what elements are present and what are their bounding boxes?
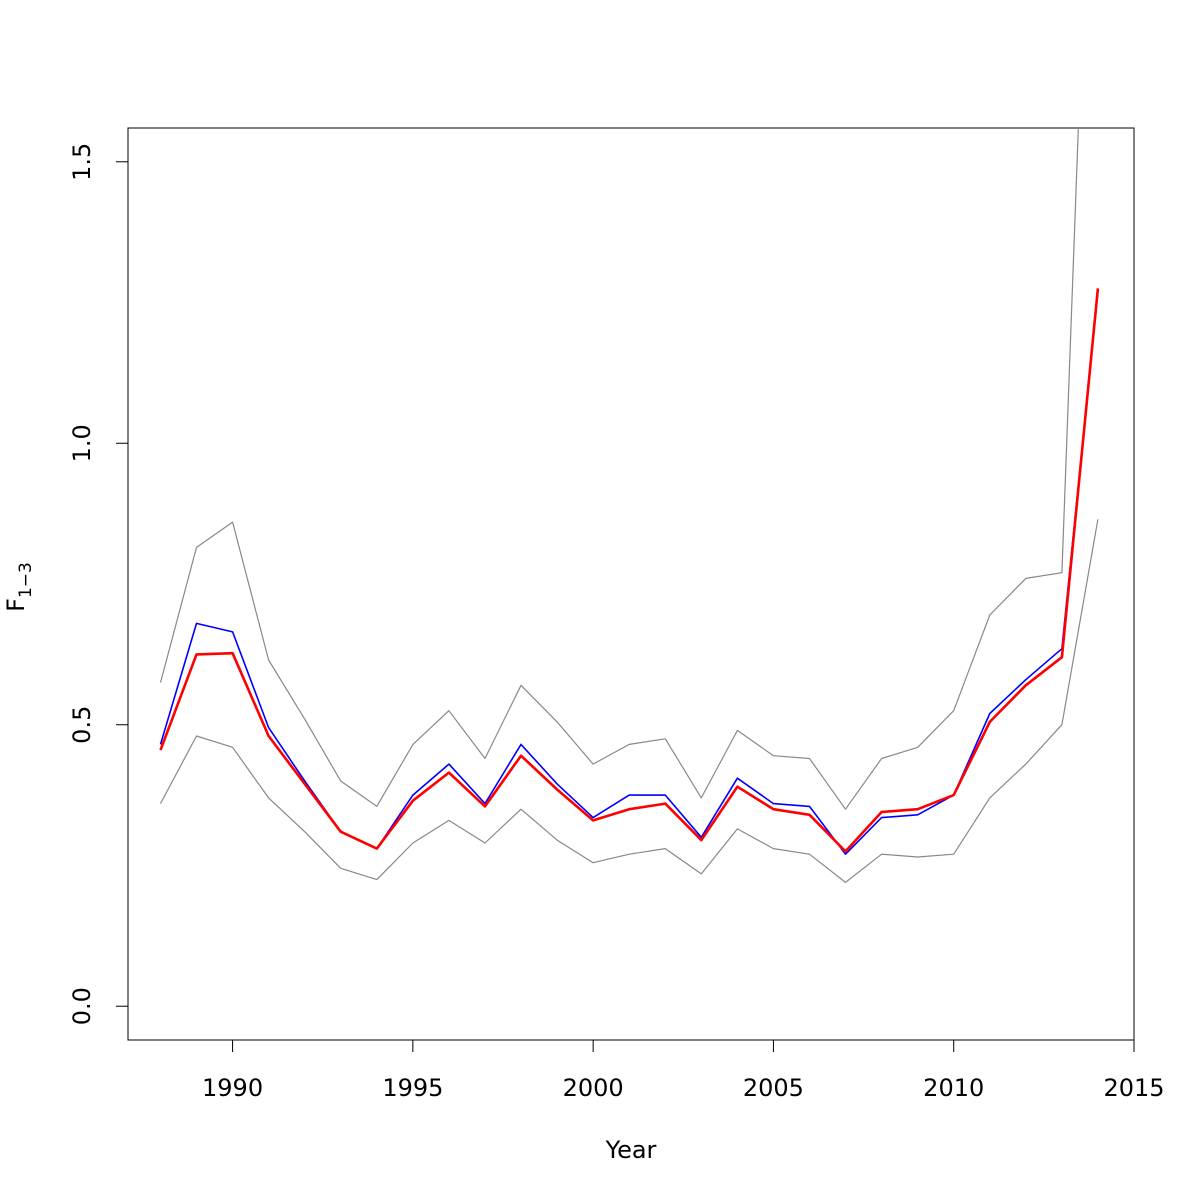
- x-tick-label: 2000: [563, 1074, 624, 1102]
- y-tick-label: 0.0: [68, 987, 96, 1025]
- x-tick-label: 2010: [923, 1074, 984, 1102]
- x-tick-label: 2015: [1103, 1074, 1164, 1102]
- series-line-1: [159, 128, 1079, 810]
- y-tick-label: 1.5: [68, 143, 96, 181]
- y-axis-label-subscript: 1−3: [16, 562, 36, 598]
- series-line-2: [159, 519, 1099, 884]
- x-tick-label: 1990: [202, 1074, 263, 1102]
- x-tick-label: 2005: [743, 1074, 804, 1102]
- y-axis: 0.0 0.5 1.0 1.5: [68, 143, 129, 1025]
- x-axis: 1990 1995 2000 2005 2010 2015: [202, 1039, 1165, 1102]
- y-tick-label: 0.5: [68, 706, 96, 744]
- y-tick-label: 1.0: [68, 424, 96, 462]
- y-axis-label-main: F: [2, 598, 30, 612]
- x-axis-label: Year: [605, 1136, 657, 1164]
- x-tick-label: 1995: [382, 1074, 443, 1102]
- plot-frame: [127, 127, 1135, 1041]
- y-axis-label: F1−3: [2, 562, 36, 612]
- series-line-3: [159, 291, 1099, 856]
- series-line-4: [159, 288, 1100, 853]
- series-layer: [159, 128, 1100, 884]
